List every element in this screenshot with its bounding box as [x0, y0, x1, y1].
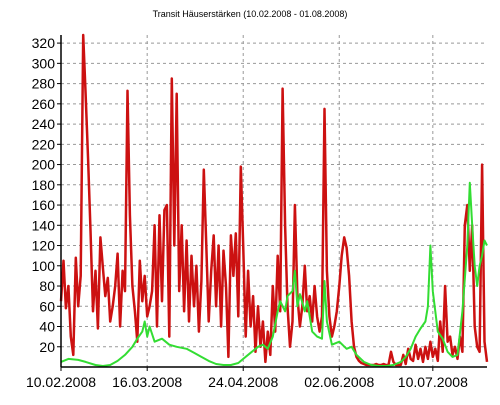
x-tick-label: 24.04.2008 [208, 374, 278, 390]
y-axis-ticks: 20 40 60 80 100 120 140 160 180 200 220 240 260 280 30… [32, 35, 61, 355]
chart-title: Transit Häuserstärken (10.02.2008 - 01.0… [152, 9, 348, 19]
y-tick-label: 40 [39, 319, 55, 335]
grid-lines [61, 35, 487, 367]
axes [60, 35, 487, 368]
y-tick-label: 160 [32, 197, 56, 213]
y-tick-label: 100 [32, 258, 56, 274]
x-tick-label: 10.07.2008 [398, 374, 468, 390]
y-tick-label: 120 [32, 238, 56, 254]
y-tick-label: 140 [32, 217, 56, 233]
y-tick-label: 200 [32, 157, 56, 173]
x-axis-ticks: 10.02.2008 16.03.2008 24.04.2008 02.06.2008… [26, 367, 468, 390]
x-tick-label: 16.03.2008 [112, 374, 182, 390]
y-tick-label: 240 [32, 116, 56, 132]
y-tick-label: 280 [32, 76, 56, 92]
y-tick-label: 20 [39, 339, 55, 355]
y-tick-label: 320 [32, 35, 56, 51]
series-line-1 [59, 33, 489, 367]
y-tick-label: 80 [39, 278, 55, 294]
y-tick-label: 220 [32, 136, 56, 152]
x-tick-label: 02.06.2008 [304, 374, 374, 390]
series-line-2 [60, 181, 488, 367]
y-tick-label: 300 [32, 55, 56, 71]
y-tick-label: 260 [32, 96, 56, 112]
series-layer [59, 33, 489, 367]
y-tick-label: 180 [32, 177, 56, 193]
y-tick-label: 60 [39, 298, 55, 314]
x-tick-label: 10.02.2008 [26, 374, 96, 390]
